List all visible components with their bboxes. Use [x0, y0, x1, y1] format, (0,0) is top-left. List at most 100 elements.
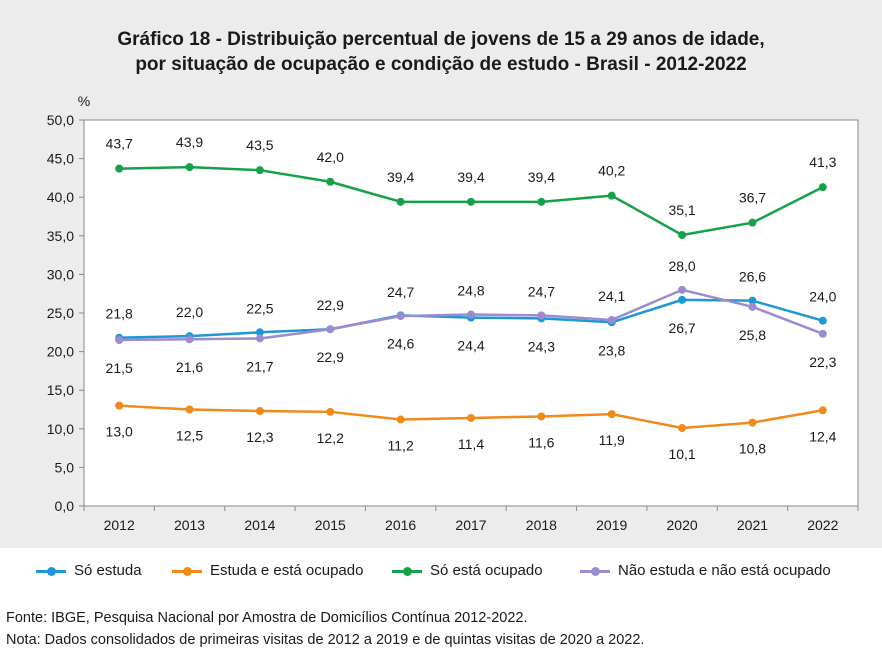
- data-label: 41,3: [809, 154, 836, 170]
- chart-title-line-2: por situação de ocupação e condição de e…: [135, 54, 747, 75]
- data-point: [607, 191, 616, 200]
- x-tick-label: 2014: [244, 517, 275, 533]
- data-label: 12,4: [809, 428, 836, 444]
- data-label: 26,6: [739, 269, 766, 285]
- data-point: [607, 410, 616, 419]
- data-point: [467, 413, 475, 422]
- legend-swatch: [392, 564, 422, 578]
- data-label: 43,7: [106, 136, 133, 152]
- x-tick-label: 2017: [455, 517, 486, 533]
- data-label: 43,9: [176, 134, 203, 150]
- x-tick-label: 2021: [737, 517, 768, 533]
- data-point: [326, 325, 335, 334]
- legend-swatch-marker: [183, 566, 192, 576]
- data-label: 21,5: [106, 360, 133, 376]
- data-label: 23,8: [598, 342, 625, 358]
- data-point: [748, 296, 757, 305]
- data-point: [748, 302, 757, 311]
- data-point: [678, 424, 687, 433]
- legend-label: Estuda e está ocupado: [210, 562, 364, 579]
- x-tick-label: 2020: [667, 517, 698, 533]
- data-label: 39,4: [528, 169, 555, 185]
- data-label: 11,2: [388, 438, 414, 454]
- x-tick-label: 2019: [596, 517, 627, 533]
- y-axis-unit-label: %: [78, 93, 90, 109]
- data-label: 21,6: [176, 359, 203, 375]
- data-point: [818, 329, 827, 338]
- data-point: [467, 310, 475, 319]
- data-label: 24,7: [528, 283, 555, 299]
- y-tick-label: 0,0: [55, 498, 75, 514]
- data-label: 35,1: [668, 202, 695, 218]
- legend-item: Só estuda: [36, 562, 142, 579]
- legend-swatch-marker: [403, 566, 412, 576]
- source-note: Fonte: IBGE, Pesquisa Nacional por Amost…: [6, 610, 528, 626]
- data-point: [396, 312, 405, 321]
- data-point: [255, 407, 264, 416]
- legend-swatch-marker: [591, 566, 600, 576]
- legend-swatch: [580, 564, 610, 578]
- data-label: 10,8: [739, 441, 766, 457]
- legend-label: Só está ocupado: [430, 562, 543, 579]
- data-label: 11,6: [528, 434, 554, 450]
- data-label: 22,9: [317, 349, 344, 365]
- data-label: 43,5: [246, 137, 273, 153]
- data-point: [818, 406, 827, 415]
- line-chart: % 0,0 5,0 10,0 15,0 20,0 25,0 30,0 35,0 40,0 45,0 5…: [47, 93, 859, 533]
- data-point: [185, 405, 194, 414]
- y-tick-label: 30,0: [47, 266, 74, 282]
- data-label: 42,0: [317, 149, 344, 165]
- data-label: 22,3: [809, 354, 836, 370]
- data-label: 12,5: [176, 428, 203, 444]
- y-tick-label: 25,0: [47, 305, 74, 321]
- legend-swatch-marker: [47, 566, 56, 576]
- data-label: 39,4: [457, 169, 484, 185]
- data-point: [255, 334, 264, 343]
- chart-title-line-1: Gráfico 18 - Distribuição percentual de …: [117, 29, 765, 50]
- data-label: 11,9: [599, 432, 625, 448]
- legend-swatch: [172, 564, 202, 578]
- data-point: [748, 418, 757, 427]
- x-tick-label: 2015: [315, 517, 346, 533]
- x-tick-label: 2013: [174, 517, 205, 533]
- legend-swatch: [36, 564, 66, 578]
- methodology-note: Nota: Dados consolidados de primeiras vi…: [6, 632, 645, 648]
- data-label: 28,0: [668, 258, 695, 274]
- data-label: 21,8: [106, 306, 133, 322]
- x-tick-label: 2012: [104, 517, 135, 533]
- data-label: 11,4: [458, 436, 484, 452]
- data-point: [678, 285, 687, 294]
- data-point: [537, 412, 546, 421]
- data-label: 12,2: [317, 430, 344, 446]
- data-label: 12,3: [246, 429, 273, 445]
- legend-item: Estuda e está ocupado: [172, 562, 363, 579]
- data-point: [255, 328, 264, 337]
- y-tick-label: 40,0: [47, 189, 74, 205]
- x-tick-label: 2022: [807, 517, 838, 533]
- data-point: [115, 336, 124, 345]
- data-label: 22,0: [176, 304, 203, 320]
- chart-legend: Só estuda Estuda e está ocupado Só está oc…: [0, 562, 882, 588]
- data-label: 22,5: [246, 300, 273, 316]
- data-point: [818, 183, 827, 192]
- data-point: [678, 295, 687, 304]
- data-point: [818, 316, 827, 325]
- data-label: 40,2: [598, 163, 625, 179]
- data-label: 24,1: [598, 288, 625, 304]
- data-label: 13,0: [106, 424, 133, 440]
- y-tick-label: 10,0: [47, 421, 74, 437]
- legend-label: Só estuda: [74, 562, 142, 579]
- data-point: [607, 315, 616, 324]
- data-label: 24,6: [387, 335, 414, 351]
- data-label: 24,4: [457, 338, 484, 354]
- data-label: 24,7: [387, 284, 414, 300]
- x-tick-label: 2018: [526, 517, 557, 533]
- data-label: 10,1: [668, 446, 695, 462]
- data-point: [185, 335, 194, 344]
- data-label: 24,3: [528, 338, 555, 354]
- y-tick-label: 45,0: [47, 151, 74, 167]
- x-tick-label: 2016: [385, 517, 416, 533]
- legend-label: Não estuda e não está ocupado: [618, 562, 831, 579]
- y-tick-label: 35,0: [47, 228, 74, 244]
- data-label: 26,7: [668, 320, 695, 336]
